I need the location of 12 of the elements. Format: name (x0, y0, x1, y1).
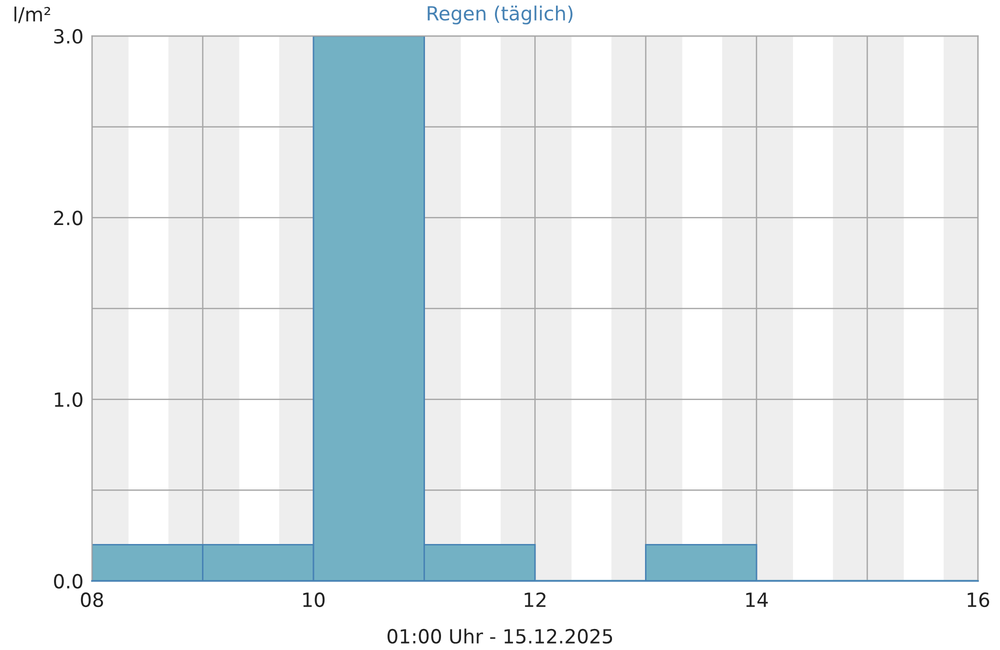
y-tick-label: 3.0 (54, 28, 82, 44)
x-tick-label: 12 (524, 592, 546, 607)
x-tick-label: 16 (968, 592, 990, 608)
x-tick-label: 10 (303, 592, 325, 608)
x-tick-label: 14 (746, 592, 768, 607)
y-tick-label: 0.0 (54, 574, 82, 589)
chart-title: Regen (täglich) (428, 6, 572, 24)
x-tick-label: 08 (80, 592, 104, 608)
y-axis-title: l/m² (14, 6, 50, 24)
y-tick-label: 1.0 (54, 392, 82, 407)
x-axis-title: 01:00 Uhr - 15.12.2025 (388, 628, 612, 644)
y-tick-label: 2.0 (54, 210, 82, 226)
